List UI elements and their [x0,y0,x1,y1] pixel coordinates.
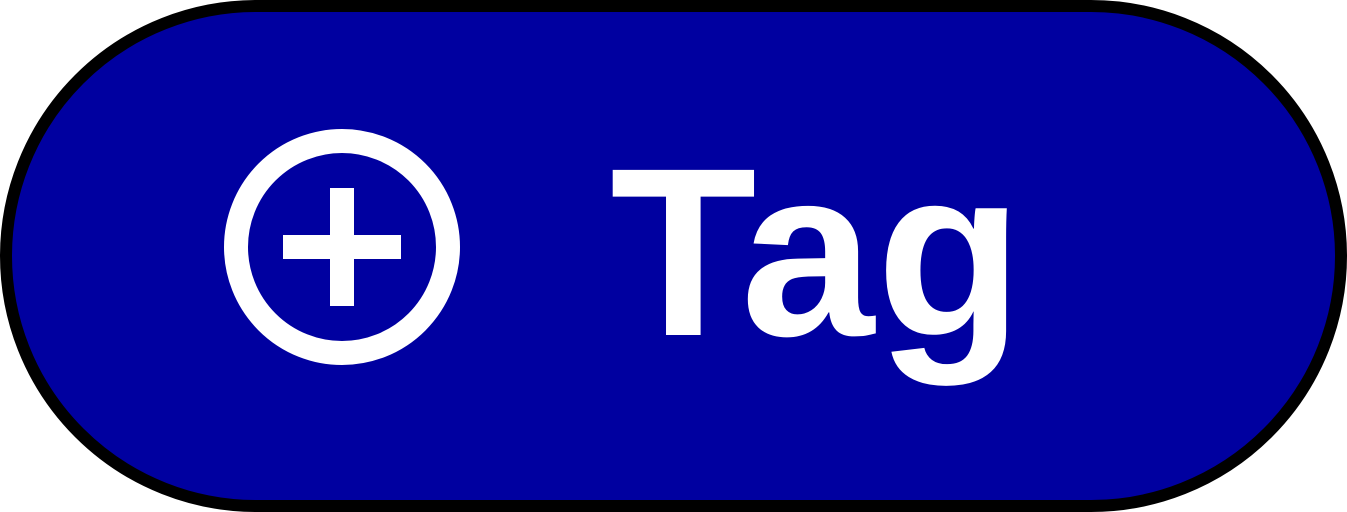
add-circle-icon [224,129,460,365]
add-tag-label: Tag [610,118,1025,386]
